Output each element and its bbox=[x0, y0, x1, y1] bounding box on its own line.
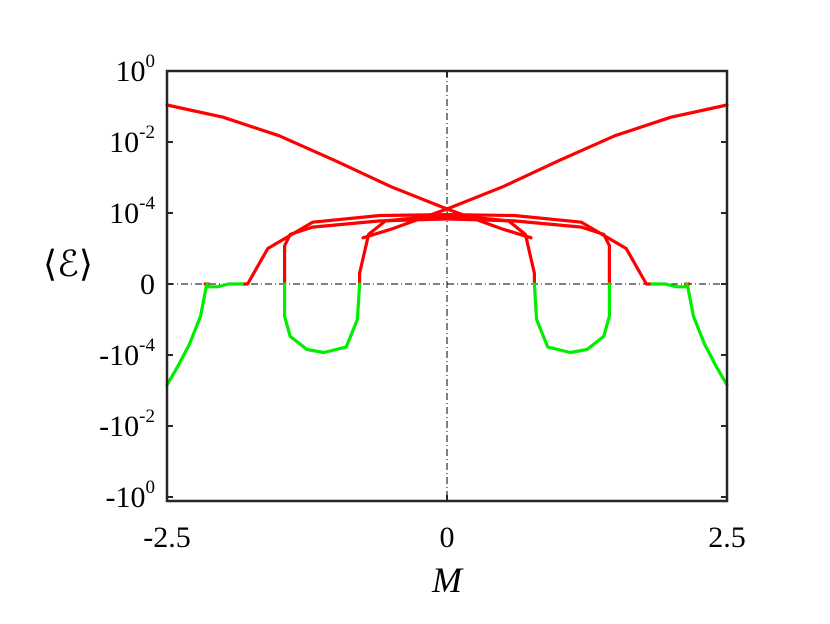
series-line-12 bbox=[650, 282, 689, 289]
series-line-5 bbox=[358, 215, 536, 286]
series-line-13 bbox=[685, 282, 729, 387]
tick-labels-layer: -2.5 0 2.5 100 10-2 10-4 0 -10-4 -10-2 -100 bbox=[99, 51, 746, 554]
series-line-2 bbox=[361, 103, 729, 240]
series-line-8 bbox=[283, 282, 362, 355]
y-tick-label-3: 10-4 bbox=[109, 193, 155, 230]
x-axis-title: M bbox=[431, 560, 464, 600]
series-line-3 bbox=[241, 213, 653, 286]
series-line-1 bbox=[165, 103, 533, 240]
series-line-11 bbox=[205, 282, 244, 289]
series-line-9 bbox=[532, 282, 611, 355]
ticks-layer bbox=[166, 70, 728, 501]
y-axis-title: ⟨ℰ⟩ bbox=[43, 244, 93, 284]
y-tick-label-5: -10-4 bbox=[99, 335, 155, 372]
series-layer bbox=[165, 103, 729, 387]
series-line-10 bbox=[165, 282, 209, 387]
x-tick-label-3: 2.5 bbox=[708, 521, 746, 554]
x-tick-label-1: -2.5 bbox=[143, 521, 191, 554]
x-tick-label-2: 0 bbox=[440, 521, 455, 554]
y-tick-label-1: 100 bbox=[116, 51, 156, 88]
y-tick-label-2: 10-2 bbox=[109, 122, 155, 159]
y-tick-label-7: -100 bbox=[106, 477, 156, 514]
y-tick-label-4: 0 bbox=[140, 268, 155, 301]
y-tick-label-6: -10-2 bbox=[99, 406, 155, 443]
